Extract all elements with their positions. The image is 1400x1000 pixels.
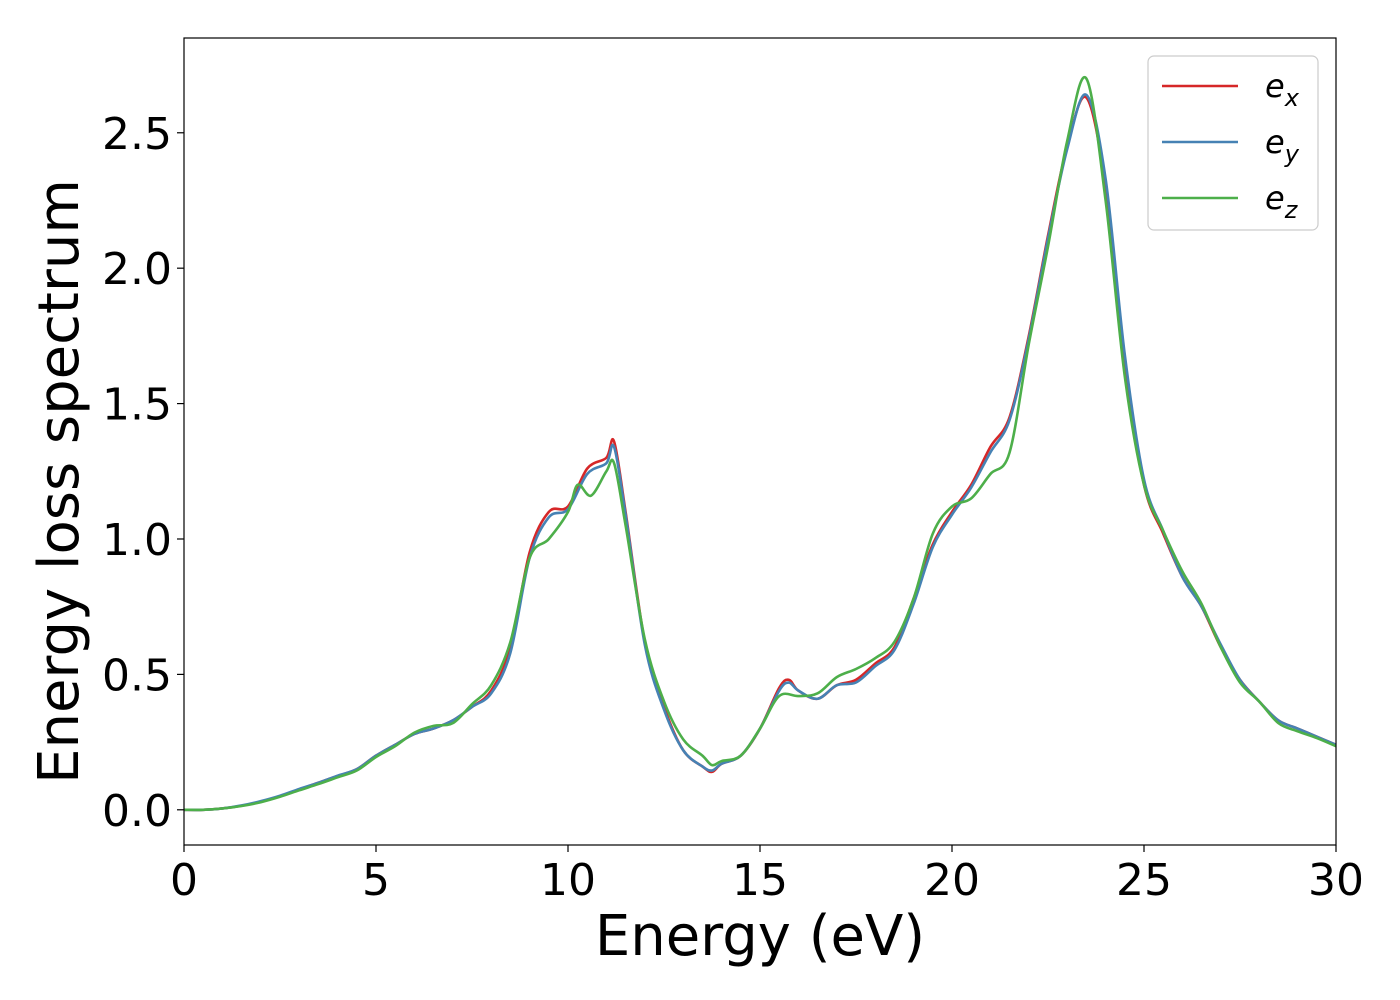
series-line-e-z bbox=[184, 75, 1336, 812]
legend-label: ez bbox=[1265, 179, 1299, 224]
x-tick-label: 15 bbox=[732, 855, 788, 906]
x-axis-title: Energy (eV) bbox=[595, 904, 925, 969]
x-tick-label: 20 bbox=[924, 855, 980, 906]
y-tick-label: 0.5 bbox=[102, 650, 172, 701]
x-tick-label: 30 bbox=[1308, 855, 1364, 906]
y-axis: 0.0 0.5 1.0 1.5 2.0 2.5 bbox=[102, 109, 184, 837]
x-tick-label: 10 bbox=[540, 855, 596, 906]
legend-label: ex bbox=[1265, 67, 1300, 112]
y-tick-label: 1.0 bbox=[102, 515, 172, 566]
x-tick-label: 0 bbox=[170, 855, 198, 906]
y-tick-label: 2.0 bbox=[102, 244, 172, 295]
y-axis-title: Energy loss spectrum bbox=[27, 179, 92, 784]
y-tick-label: 0.0 bbox=[102, 786, 172, 837]
series-layer bbox=[184, 75, 1336, 812]
legend-label: ey bbox=[1265, 123, 1300, 168]
x-tick-label: 5 bbox=[362, 855, 390, 906]
x-axis: 0 5 10 15 20 25 30 bbox=[170, 845, 1364, 906]
y-tick-label: 1.5 bbox=[102, 380, 172, 431]
y-tick-label: 2.5 bbox=[102, 109, 172, 160]
x-tick-label: 25 bbox=[1116, 855, 1172, 906]
legend: ex ey ez bbox=[1147, 55, 1319, 231]
